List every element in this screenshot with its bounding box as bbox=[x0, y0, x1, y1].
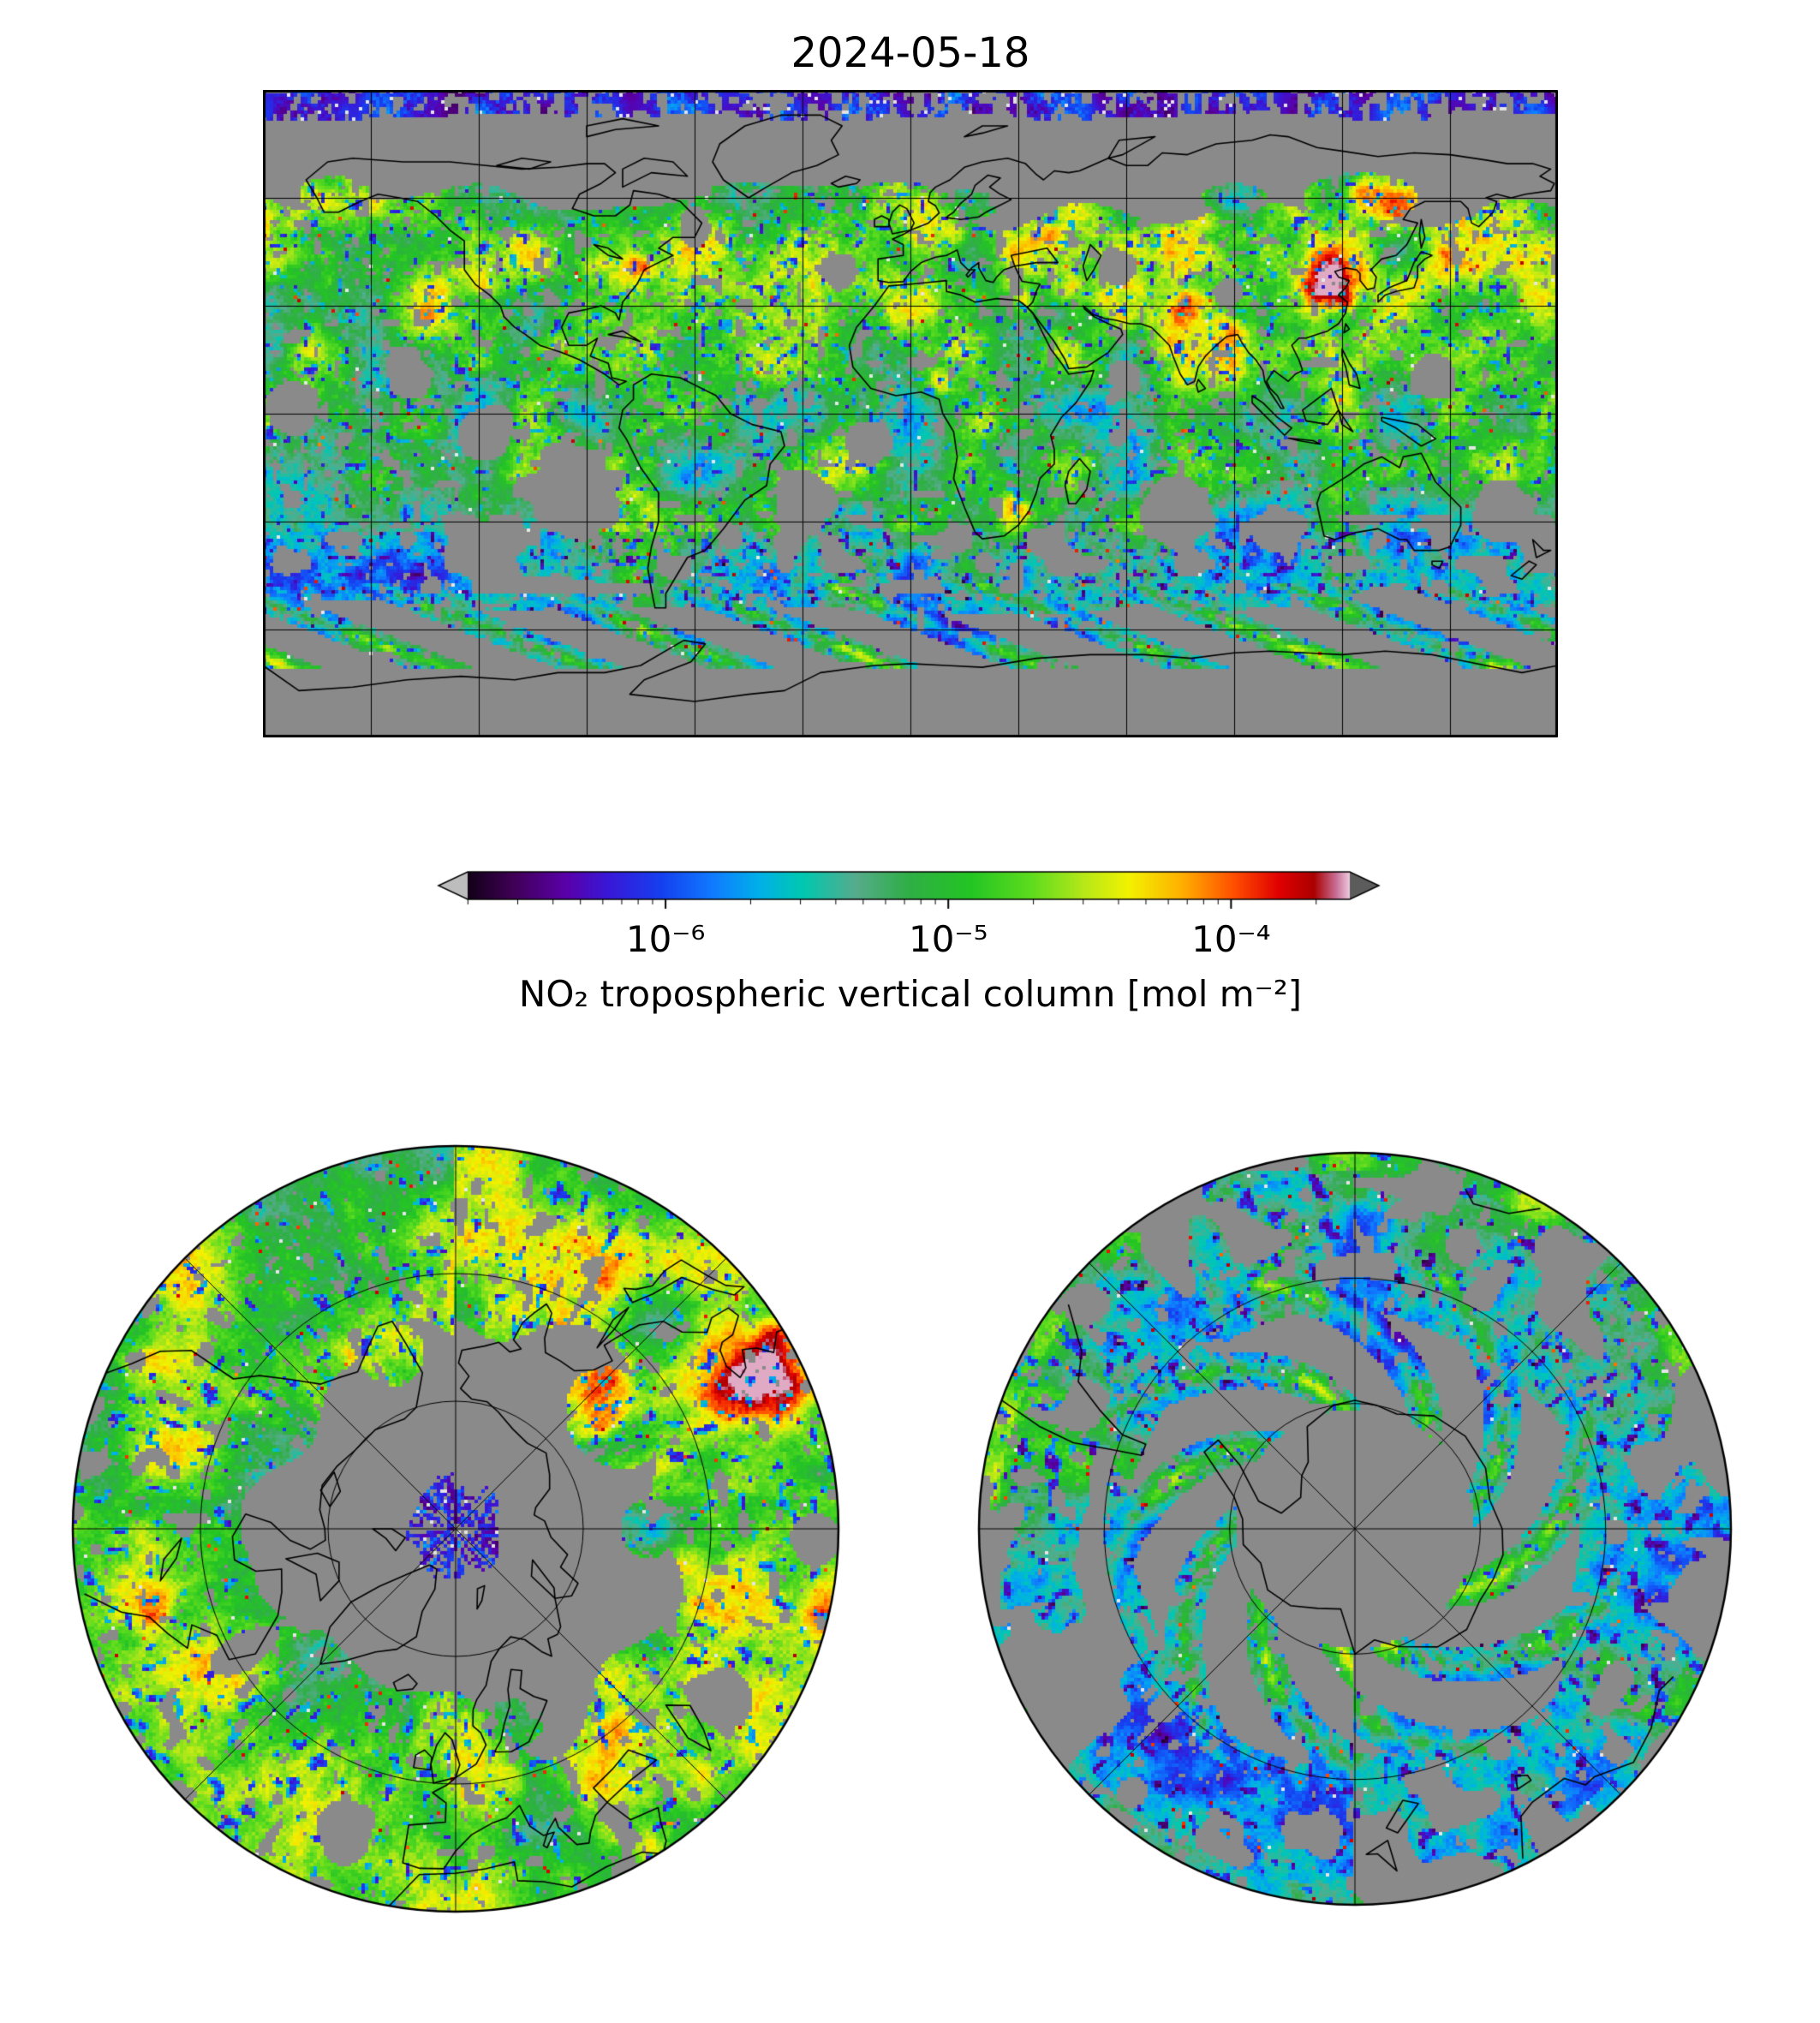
colorbar-tick-label-0: 10⁻⁶ bbox=[625, 918, 706, 960]
global-map-canvas bbox=[263, 90, 1558, 737]
south-polar-map-canvas bbox=[976, 1150, 1733, 1907]
colorbar-tick-label-2: 10⁻⁴ bbox=[1191, 918, 1271, 960]
north-polar-map-canvas bbox=[70, 1143, 841, 1914]
colorbar-canvas bbox=[437, 870, 1381, 910]
colorbar-tick-label-1: 10⁻⁵ bbox=[908, 918, 988, 960]
colorbar-label: NO₂ tropospheric vertical column [mol m⁻… bbox=[518, 973, 1303, 1015]
date-title: 2024-05-18 bbox=[791, 29, 1030, 77]
